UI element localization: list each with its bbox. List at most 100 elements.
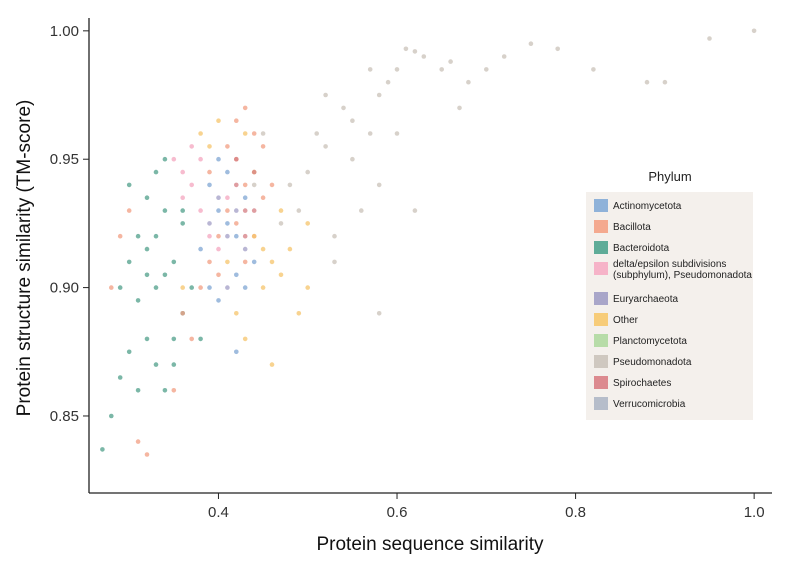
data-point bbox=[385, 79, 391, 85]
data-point bbox=[448, 59, 453, 64]
series-group bbox=[171, 144, 230, 252]
data-point bbox=[234, 349, 239, 355]
y-tick-label: 0.90 bbox=[50, 280, 79, 297]
data-point bbox=[126, 349, 132, 355]
x-tick-label: 0.6 bbox=[387, 504, 408, 521]
legend-label: Bacteroidota bbox=[613, 243, 670, 254]
data-point bbox=[350, 118, 355, 123]
legend-background bbox=[586, 192, 753, 420]
data-point bbox=[198, 131, 203, 136]
data-point bbox=[189, 336, 194, 342]
data-point bbox=[242, 285, 248, 290]
legend-items: Actinomycetota Bacillota Bacteroidota delta… bbox=[594, 199, 752, 410]
data-point bbox=[126, 208, 132, 213]
data-point bbox=[394, 131, 400, 136]
data-point bbox=[189, 182, 194, 188]
data-point bbox=[234, 221, 239, 226]
x-axis-ticks: 0.4 0.6 0.8 1.0 bbox=[208, 493, 765, 521]
data-point bbox=[403, 46, 409, 52]
data-point bbox=[162, 272, 168, 278]
data-point bbox=[251, 259, 257, 265]
data-point bbox=[439, 67, 445, 72]
legend-item: Verrucomicrobia bbox=[594, 397, 686, 410]
legend-swatch bbox=[594, 220, 608, 233]
data-point bbox=[225, 221, 230, 226]
data-point bbox=[707, 36, 712, 41]
data-point bbox=[189, 144, 194, 149]
data-point bbox=[198, 285, 203, 290]
legend-label: Actinomycetota bbox=[613, 201, 682, 212]
data-point bbox=[225, 195, 230, 200]
data-point bbox=[126, 182, 132, 188]
data-point bbox=[198, 208, 203, 213]
data-point bbox=[242, 233, 248, 239]
data-point bbox=[234, 272, 239, 278]
data-point bbox=[251, 208, 257, 213]
data-point bbox=[144, 336, 150, 342]
data-point bbox=[234, 118, 239, 123]
data-point bbox=[260, 246, 266, 252]
data-point bbox=[269, 182, 275, 188]
data-point bbox=[225, 208, 230, 213]
legend-swatch bbox=[594, 241, 608, 254]
x-tick-label: 0.8 bbox=[565, 504, 586, 521]
series-group bbox=[109, 105, 275, 457]
data-point bbox=[153, 362, 159, 367]
series-group bbox=[207, 195, 248, 290]
data-point bbox=[350, 156, 355, 162]
data-point bbox=[135, 439, 141, 444]
y-axis-title: Protein structure similarity (TM-score) bbox=[14, 100, 35, 417]
data-point bbox=[162, 156, 168, 162]
data-point bbox=[278, 272, 284, 278]
data-point bbox=[171, 259, 177, 265]
data-point bbox=[144, 195, 150, 200]
data-point bbox=[269, 362, 275, 367]
y-tick-label: 0.95 bbox=[50, 151, 79, 168]
data-point bbox=[644, 79, 650, 85]
data-point bbox=[216, 195, 221, 200]
data-point bbox=[207, 285, 212, 290]
data-point bbox=[180, 285, 185, 290]
legend-item: Pseudomonadota bbox=[594, 355, 692, 368]
data-point bbox=[216, 298, 221, 303]
data-point bbox=[457, 105, 462, 111]
data-point bbox=[234, 233, 239, 239]
legend-title: Phylum bbox=[648, 169, 691, 184]
data-point bbox=[367, 131, 373, 136]
data-point bbox=[162, 388, 168, 393]
legend-swatch bbox=[594, 355, 608, 368]
data-point bbox=[305, 221, 311, 226]
data-point bbox=[117, 375, 123, 380]
data-point bbox=[287, 182, 293, 188]
data-point bbox=[662, 79, 668, 85]
x-tick-label: 1.0 bbox=[744, 504, 765, 521]
data-point bbox=[751, 28, 757, 34]
scatter-points bbox=[100, 28, 757, 457]
legend-label: Euryarchaeota bbox=[613, 294, 678, 305]
data-point bbox=[376, 92, 382, 98]
y-axis-ticks: 0.85 0.90 0.95 1.00 bbox=[50, 23, 89, 425]
data-point bbox=[207, 144, 212, 149]
data-point bbox=[234, 156, 239, 162]
data-point bbox=[269, 259, 275, 265]
data-point bbox=[180, 311, 185, 316]
data-point bbox=[117, 285, 123, 290]
data-point bbox=[341, 105, 346, 111]
data-point bbox=[207, 221, 212, 226]
data-point bbox=[144, 246, 150, 252]
data-point bbox=[251, 131, 257, 136]
data-point bbox=[225, 233, 230, 239]
data-point bbox=[207, 169, 212, 175]
data-point bbox=[484, 67, 489, 72]
data-point bbox=[198, 336, 203, 342]
data-point bbox=[216, 246, 221, 252]
data-point bbox=[189, 285, 194, 290]
data-point bbox=[412, 208, 418, 213]
x-tick-label: 0.4 bbox=[208, 504, 229, 521]
data-point bbox=[466, 79, 471, 85]
legend-swatch bbox=[594, 262, 608, 275]
data-point bbox=[100, 447, 105, 452]
legend: Phylum Actinomycetota Bacillota Bacteroido… bbox=[586, 169, 753, 420]
data-point bbox=[216, 156, 221, 162]
data-point bbox=[109, 413, 114, 419]
